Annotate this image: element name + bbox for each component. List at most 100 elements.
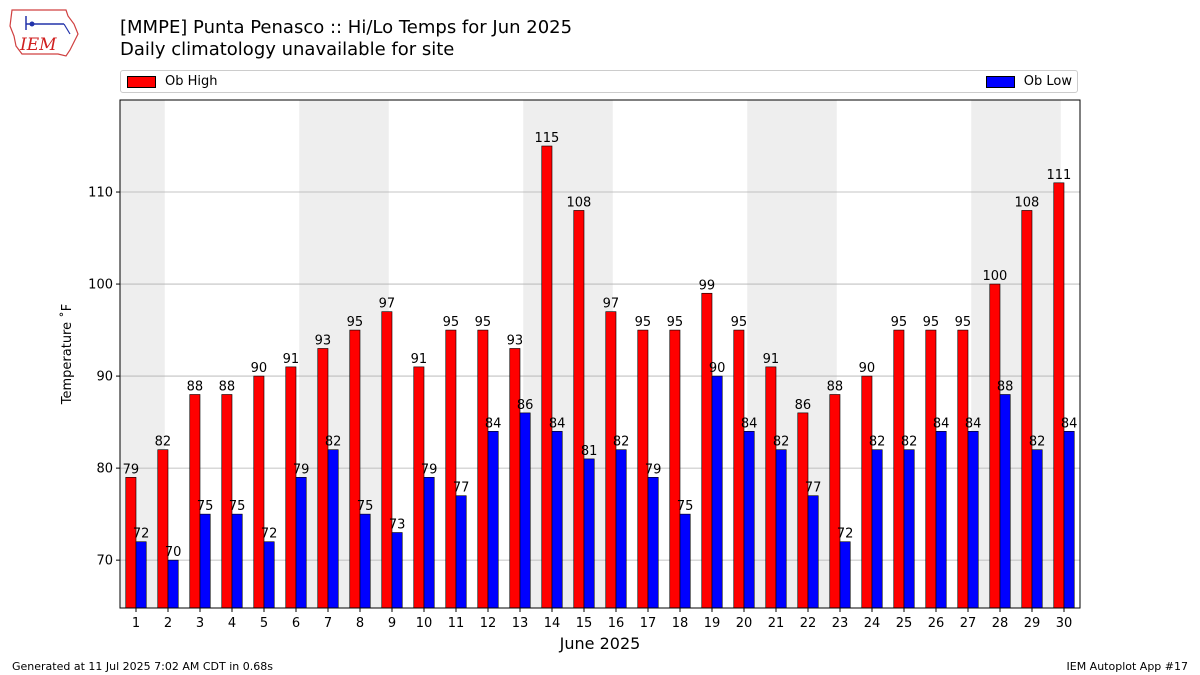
data-label-low: 75 (677, 499, 694, 514)
bar-low (871, 449, 883, 609)
data-label-low: 72 (261, 527, 278, 542)
bar-low (647, 477, 659, 609)
bar-low (935, 431, 947, 609)
x-tick-label: 9 (388, 616, 396, 631)
bar-high (989, 283, 1001, 609)
data-label-high: 111 (1046, 168, 1071, 183)
x-tick-label: 14 (544, 616, 561, 631)
data-label-high: 88 (187, 379, 204, 394)
x-tick-label: 17 (640, 616, 657, 631)
data-label-low: 82 (773, 435, 790, 450)
bar-low (455, 495, 467, 609)
x-tick-label: 24 (864, 616, 881, 631)
iem-logo: IEM (9, 9, 79, 57)
x-tick-label: 25 (896, 616, 913, 631)
x-tick-label: 11 (448, 616, 465, 631)
bar-high (253, 375, 265, 609)
bar-high (925, 329, 937, 609)
data-label-low: 82 (325, 435, 342, 450)
data-label-low: 79 (645, 462, 662, 477)
x-tick-label: 3 (196, 616, 204, 631)
bar-high (317, 348, 329, 609)
plot-frame (119, 99, 1081, 609)
x-tick-label: 5 (260, 616, 268, 631)
data-label-high: 95 (475, 315, 492, 330)
data-label-low: 79 (421, 462, 438, 477)
data-label-low: 82 (613, 435, 630, 450)
data-label-low: 88 (997, 379, 1014, 394)
bar-low (167, 559, 179, 609)
chart-subtitle: Daily climatology unavailable for site (120, 39, 455, 60)
data-label-high: 95 (443, 315, 460, 330)
bar-low (1031, 449, 1043, 609)
data-label-low: 75 (229, 499, 246, 514)
bar-low (583, 458, 595, 609)
bar-low (999, 394, 1011, 609)
bar-low (615, 449, 627, 609)
bar-low (135, 541, 147, 609)
data-label-low: 75 (357, 499, 374, 514)
data-label-low: 79 (293, 462, 310, 477)
data-label-low: 77 (453, 481, 470, 496)
legend-label-high: Ob High (165, 74, 218, 89)
bar-low (487, 431, 499, 609)
data-label-high: 95 (667, 315, 684, 330)
footer-app: IEM Autoplot App #17 (1066, 660, 1189, 673)
data-label-high: 86 (795, 398, 812, 413)
bar-high (765, 366, 777, 609)
bar-low (679, 513, 691, 609)
x-tick-label: 29 (1024, 616, 1041, 631)
data-label-high: 91 (411, 352, 428, 367)
legend-swatch-low (985, 75, 1015, 88)
data-label-high: 95 (923, 315, 940, 330)
x-tick-label: 26 (928, 616, 945, 631)
bar-high (157, 449, 169, 609)
data-label-low: 72 (837, 527, 854, 542)
data-label-high: 99 (699, 278, 716, 293)
iem-logo-text: IEM (19, 35, 57, 55)
data-label-high: 88 (219, 379, 236, 394)
x-tick-label: 7 (324, 616, 332, 631)
data-label-low: 81 (581, 444, 598, 459)
y-tick-label: 80 (96, 462, 113, 477)
data-label-low: 77 (805, 481, 822, 496)
x-tick-label: 13 (512, 616, 529, 631)
bar-high (125, 477, 137, 609)
bar-high (541, 145, 553, 609)
bars (125, 145, 1075, 609)
data-label-high: 91 (283, 352, 300, 367)
data-label-low: 86 (517, 398, 534, 413)
data-label-high: 90 (251, 361, 268, 376)
bar-high (733, 329, 745, 609)
bar-low (967, 431, 979, 609)
data-label-high: 90 (859, 361, 876, 376)
x-tick-label: 22 (800, 616, 817, 631)
x-tick-label: 28 (992, 616, 1009, 631)
bar-high (413, 366, 425, 609)
data-label-low: 90 (709, 361, 726, 376)
x-tick-label: 30 (1056, 616, 1073, 631)
data-label-high: 95 (347, 315, 364, 330)
bar-low (551, 431, 563, 609)
data-label-high: 88 (827, 379, 844, 394)
bar-low (391, 532, 403, 609)
data-label-high: 82 (155, 435, 172, 450)
data-label-high: 95 (891, 315, 908, 330)
bar-high (1021, 210, 1033, 609)
bar-high (381, 311, 393, 609)
x-tick-label: 12 (480, 616, 497, 631)
x-tick-label: 15 (576, 616, 593, 631)
bar-low (327, 449, 339, 609)
chart-title: [MMPE] Punta Penasco :: Hi/Lo Temps for … (120, 17, 573, 38)
data-label-high: 93 (315, 333, 332, 348)
bar-high (285, 366, 297, 609)
bar-low (807, 495, 819, 609)
data-label-low: 75 (197, 499, 214, 514)
bar-low (775, 449, 787, 609)
bar-low (711, 375, 723, 609)
data-label-high: 115 (534, 131, 559, 146)
data-label-low: 82 (901, 435, 918, 450)
data-label-high: 95 (731, 315, 748, 330)
x-tick-label: 19 (704, 616, 721, 631)
legend: Ob High Ob Low (120, 70, 1078, 93)
